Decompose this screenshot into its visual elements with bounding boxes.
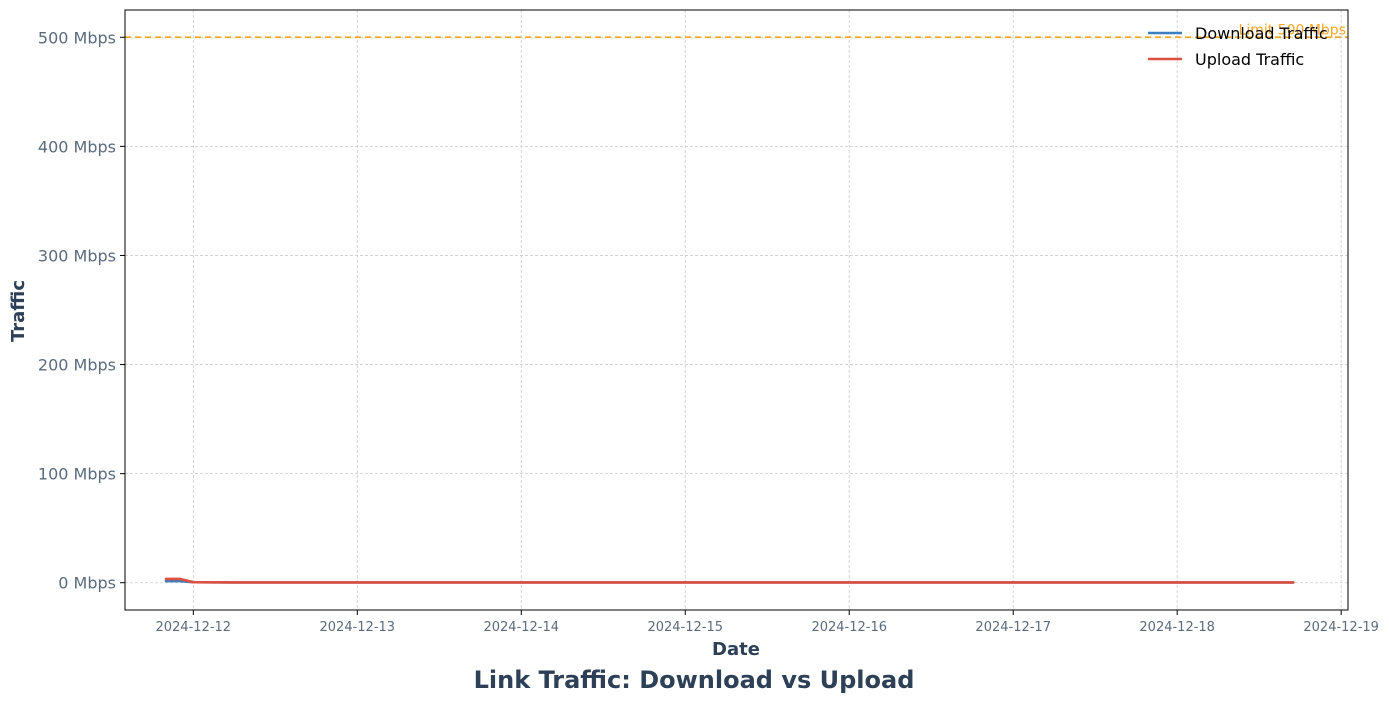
- legend-label: Download Traffic: [1195, 24, 1328, 43]
- limit-layer: Limit 500 Mbps: [125, 22, 1348, 38]
- y-axis-ticks: 0 Mbps 100 Mbps 200 Mbps 300 Mbps 400 Mbps 50…: [38, 28, 125, 593]
- x-tick-label: 2024-12-18: [1139, 620, 1215, 635]
- plot-frame: [124, 9, 1349, 611]
- x-tick-label: 2024-12-13: [320, 620, 396, 635]
- limit-label: Limit 500 Mbps: [1239, 22, 1346, 38]
- x-tick-label: 2024-12-17: [975, 620, 1051, 635]
- y-tick-label: 500 Mbps: [38, 28, 116, 47]
- grid-layer: [125, 10, 1348, 610]
- x-axis-ticks: 2024-12-12 2024-12-13 2024-12-14 2024-12-15…: [156, 610, 1379, 635]
- y-tick-label: 100 Mbps: [38, 465, 116, 484]
- x-axis-title: Date: [712, 639, 760, 660]
- y-tick-label: 200 Mbps: [38, 356, 116, 375]
- series-line-upload-traffic: [164, 577, 1295, 584]
- y-tick-label: 300 Mbps: [38, 246, 116, 265]
- y-tick-label: 400 Mbps: [38, 137, 116, 156]
- x-tick-label: 2024-12-14: [483, 620, 559, 635]
- x-tick-label: 2024-12-15: [647, 620, 723, 635]
- x-tick-label: 2024-12-12: [156, 620, 232, 635]
- chart-title: Link Traffic: Download vs Upload: [474, 666, 915, 694]
- x-tick-label: 2024-12-16: [811, 620, 887, 635]
- legend-label: Upload Traffic: [1195, 50, 1304, 69]
- series-layer: [164, 577, 1295, 584]
- y-tick-label: 0 Mbps: [58, 574, 116, 593]
- legend: Download Traffic Upload Traffic: [1148, 24, 1328, 69]
- y-axis-title: Traffic: [8, 280, 29, 342]
- x-tick-label: 2024-12-19: [1303, 620, 1379, 635]
